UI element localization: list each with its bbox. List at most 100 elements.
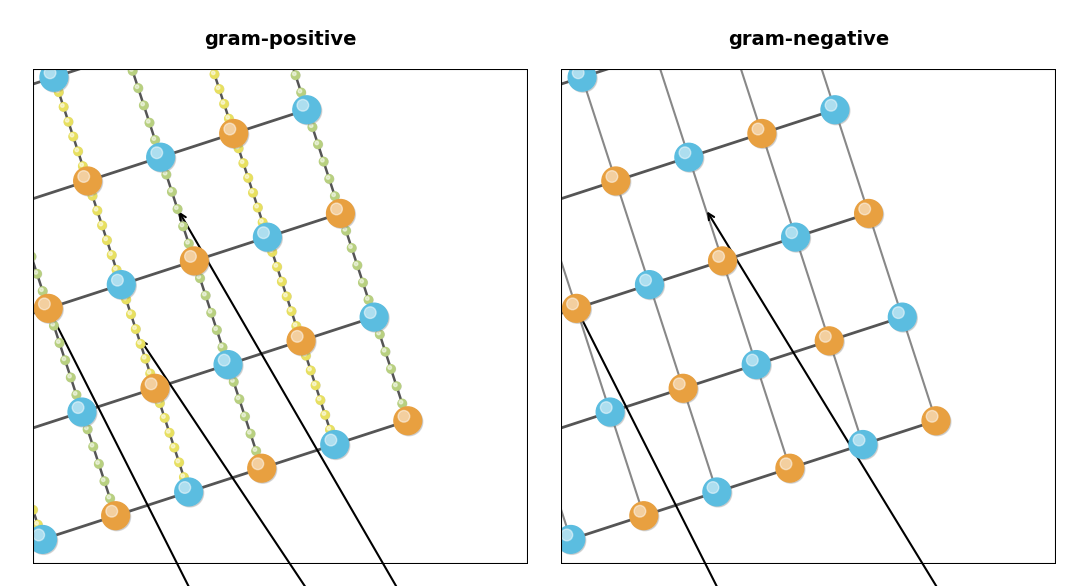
Circle shape [670,374,697,402]
Circle shape [365,307,376,318]
Circle shape [326,175,333,183]
Circle shape [207,308,216,317]
Circle shape [170,443,179,452]
Circle shape [181,474,184,478]
Circle shape [147,144,174,171]
Circle shape [1,191,28,219]
Circle shape [51,322,54,326]
Circle shape [246,430,255,438]
Circle shape [187,17,215,45]
Circle shape [530,192,558,220]
Circle shape [201,292,210,300]
Circle shape [218,355,230,366]
Circle shape [127,311,135,319]
Circle shape [101,478,105,482]
Circle shape [250,190,254,193]
Circle shape [219,343,227,352]
Circle shape [221,101,224,104]
Circle shape [169,189,172,192]
Circle shape [637,272,664,299]
Circle shape [360,280,364,283]
Circle shape [14,462,23,470]
Circle shape [109,272,136,299]
Circle shape [70,132,77,141]
Circle shape [137,340,142,344]
Circle shape [923,408,951,436]
Circle shape [0,149,2,158]
Circle shape [306,366,315,374]
Circle shape [93,206,101,214]
Circle shape [0,149,2,157]
Circle shape [254,203,262,212]
Circle shape [157,400,160,404]
Circle shape [786,227,797,239]
Circle shape [21,477,24,481]
Circle shape [162,171,171,179]
Circle shape [0,402,3,410]
Circle shape [291,71,299,79]
Circle shape [33,529,45,541]
Circle shape [317,397,321,400]
Circle shape [0,425,11,437]
Circle shape [297,100,308,111]
Circle shape [922,407,950,435]
Circle shape [235,395,244,403]
Circle shape [196,274,204,282]
Circle shape [61,356,70,364]
Circle shape [99,222,102,226]
Circle shape [148,144,175,172]
Circle shape [151,147,162,159]
Circle shape [100,477,109,485]
Circle shape [308,123,317,131]
Circle shape [113,40,140,67]
Circle shape [1,418,4,421]
Circle shape [212,326,221,334]
Circle shape [822,97,849,125]
Circle shape [39,288,44,291]
Circle shape [22,236,30,244]
Circle shape [253,448,257,451]
Circle shape [175,458,183,466]
Circle shape [162,171,171,179]
Circle shape [129,311,132,315]
Circle shape [381,347,390,356]
Circle shape [225,115,233,123]
Circle shape [54,88,63,97]
Circle shape [146,369,155,377]
Circle shape [230,378,238,386]
Circle shape [523,422,551,449]
Circle shape [893,307,904,318]
Circle shape [816,327,843,355]
Circle shape [293,96,320,124]
Circle shape [274,264,278,267]
Circle shape [343,227,346,231]
Circle shape [244,174,253,182]
Circle shape [61,104,64,107]
Circle shape [326,426,334,434]
Circle shape [220,344,223,347]
Circle shape [142,355,149,363]
Circle shape [325,434,337,446]
Circle shape [145,118,154,127]
Circle shape [220,100,229,108]
Circle shape [118,43,129,55]
Circle shape [308,367,311,371]
Circle shape [22,235,30,243]
Circle shape [39,287,47,295]
Circle shape [602,167,629,195]
Circle shape [90,444,94,447]
Circle shape [38,298,50,310]
Circle shape [491,319,518,347]
Circle shape [215,350,242,379]
Circle shape [218,343,227,352]
Circle shape [28,526,57,553]
Circle shape [206,56,215,64]
Circle shape [45,67,56,79]
Circle shape [600,402,612,413]
Circle shape [820,331,831,342]
Circle shape [292,322,301,330]
Circle shape [353,261,362,270]
Circle shape [286,54,291,59]
Circle shape [88,192,97,200]
Circle shape [780,458,792,469]
